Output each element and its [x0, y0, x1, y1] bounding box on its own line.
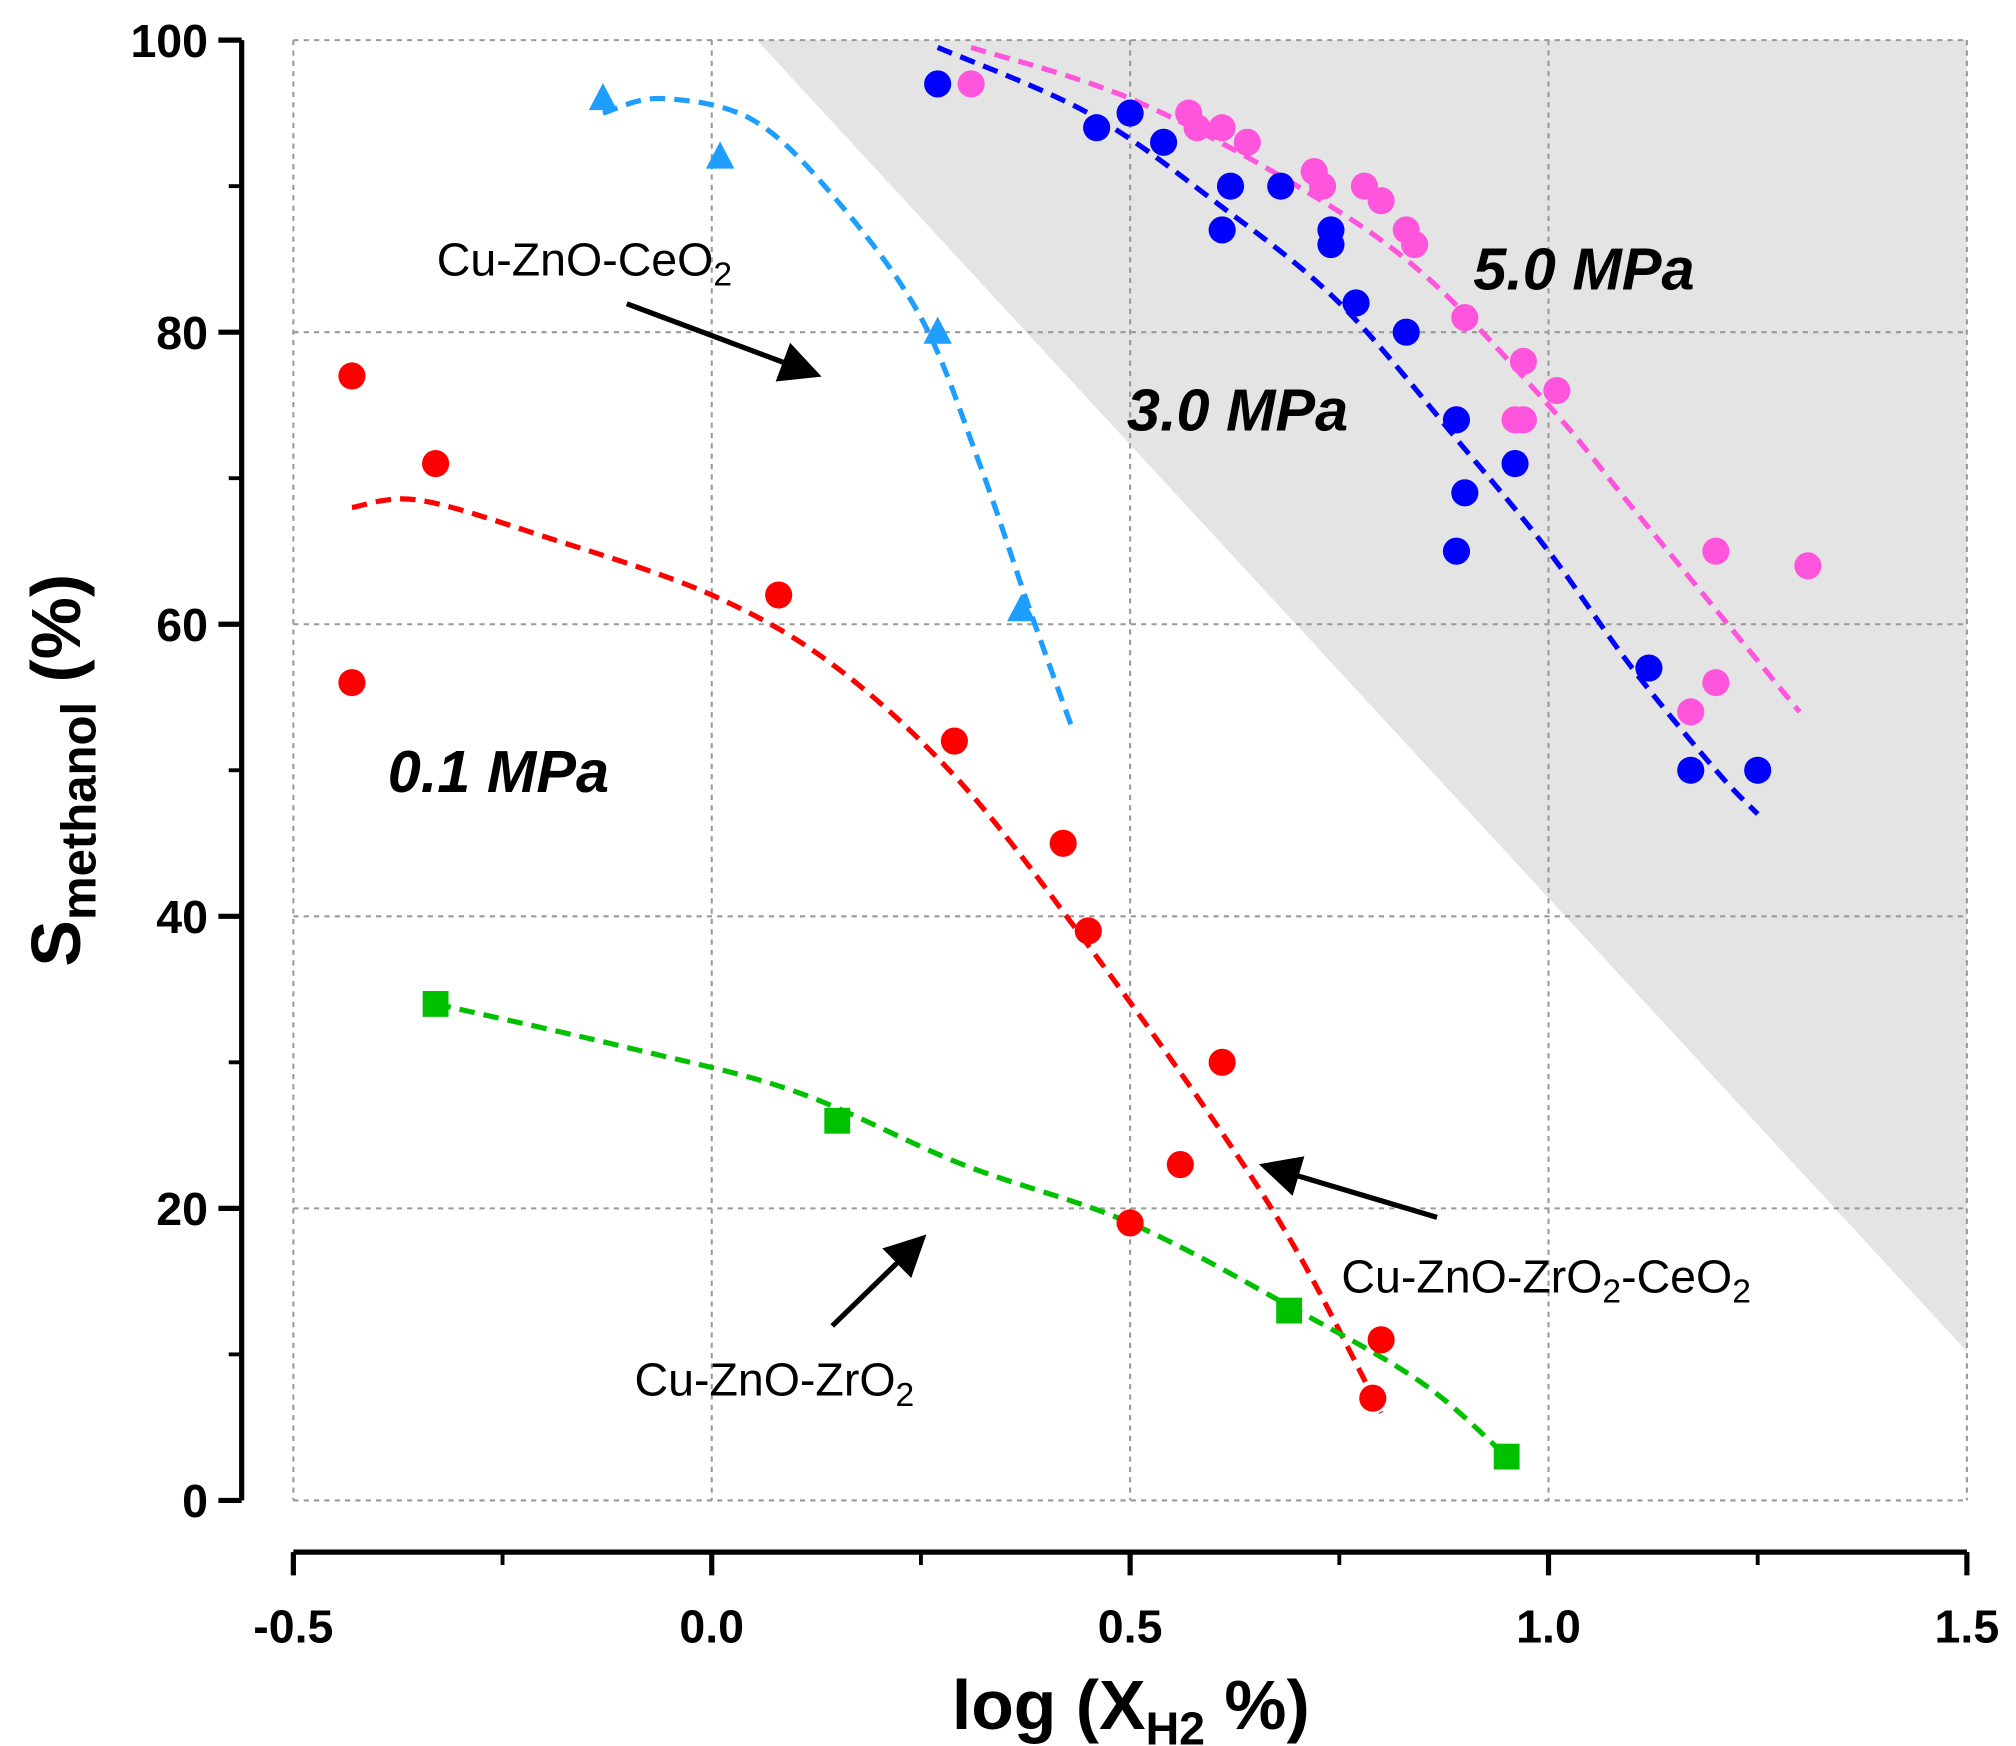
data-point-triangle: [588, 83, 618, 111]
fit-curve: [351, 496, 1384, 1414]
data-point-circle: [1216, 172, 1245, 200]
data-point-circle: [1309, 172, 1337, 200]
x-tick-label: 0.0: [679, 1601, 744, 1653]
data-point-circle: [1116, 1209, 1144, 1237]
annotation-cu-zno-zro2-ceo2: Cu-ZnO-ZrO2-CeO2: [1341, 1250, 1751, 1310]
data-point-circle: [940, 727, 968, 755]
data-point-triangle: [705, 141, 735, 169]
data-point-circle: [338, 362, 366, 390]
data-point-square: [824, 1107, 851, 1134]
data-point-circle: [1509, 406, 1537, 434]
y-tick-label: 60: [156, 599, 208, 651]
data-point-circle: [1401, 230, 1429, 259]
data-point-circle: [1367, 1326, 1395, 1354]
label-3.0-mpa: 3.0 MPa: [1127, 376, 1348, 443]
x-tick-label: 0.5: [1098, 1601, 1163, 1653]
data-point-circle: [1049, 829, 1077, 857]
x-axis-label: log (XH2 %): [952, 1666, 1310, 1746]
data-point-circle: [1359, 1384, 1387, 1412]
y-axis-label: Smethanol (%): [17, 574, 107, 967]
data-point-circle: [957, 70, 985, 98]
data-point-circle: [1702, 537, 1730, 565]
data-point-square: [1493, 1443, 1520, 1470]
data-point-circle: [924, 70, 952, 98]
data-point-circle: [1367, 187, 1395, 215]
y-tick-label: 20: [156, 1183, 208, 1235]
data-point-circle: [1074, 917, 1102, 945]
label-5.0-mpa: 5.0 MPa: [1473, 236, 1694, 303]
data-point-circle: [1166, 1150, 1194, 1179]
data-point-square: [1276, 1297, 1303, 1324]
y-tick-label: 40: [156, 891, 208, 943]
data-point-circle: [1442, 537, 1471, 565]
data-point-square: [422, 990, 449, 1017]
data-point-circle: [1702, 669, 1730, 697]
data-point-circle: [1342, 289, 1370, 317]
arrow-zro2: [830, 1234, 927, 1328]
x-tick-label: 1.5: [1935, 1601, 2000, 1653]
fit-curve: [602, 95, 1074, 728]
data-point-circle: [1543, 377, 1571, 405]
data-point-circle: [1392, 318, 1420, 346]
data-point-circle: [1116, 99, 1144, 127]
data-point-circle: [1509, 347, 1537, 375]
data-point-circle: [1083, 114, 1111, 142]
data-point-circle: [338, 669, 366, 697]
y-tick-label: 100: [130, 15, 208, 67]
fit-curve: [435, 1001, 1509, 1459]
data-point-circle: [1677, 756, 1705, 784]
x-tick-label: -0.5: [253, 1601, 333, 1653]
data-point-circle: [1317, 230, 1345, 259]
x-tick-label: 1.0: [1516, 1601, 1581, 1653]
data-point-circle: [1451, 303, 1479, 332]
y-tick-label: 0: [182, 1475, 208, 1527]
y-tick-label: 80: [156, 307, 208, 359]
axes: -0.5 0.0 0.5 1.0 1.5 0 20 40 60 80 100: [130, 15, 1999, 1653]
data-point-circle: [1635, 654, 1663, 682]
data-point-triangle: [1007, 594, 1036, 622]
data-point-circle: [1208, 216, 1236, 244]
data-point-circle: [1794, 552, 1822, 580]
data-points: [338, 70, 1822, 1470]
annotation-cu-zno-ceo2: Cu-ZnO-CeO2: [437, 233, 732, 293]
annotation-cu-zno-zro2: Cu-ZnO-ZrO2: [635, 1354, 915, 1414]
label-0.1-mpa: 0.1 MPa: [388, 738, 609, 805]
data-point-triangle: [923, 316, 952, 344]
data-point-circle: [1183, 114, 1211, 142]
data-point-circle: [1451, 479, 1479, 507]
data-point-circle: [765, 581, 793, 609]
data-point-circle: [422, 450, 450, 478]
data-point-circle: [1208, 114, 1236, 142]
data-point-circle: [1744, 756, 1772, 784]
fit-curve: [936, 45, 1760, 816]
data-point-circle: [1501, 450, 1529, 478]
data-point-circle: [1208, 1048, 1236, 1076]
data-point-circle: [1267, 172, 1295, 200]
data-point-circle: [1150, 128, 1178, 156]
data-point-circle: [1233, 128, 1261, 156]
annotations: Cu-ZnO-CeO2 Cu-ZnO-ZrO2 Cu-ZnO-ZrO2-CeO2…: [388, 233, 1751, 1414]
arrow-ceo2: [625, 301, 822, 382]
data-point-circle: [1442, 406, 1471, 434]
arrow-zro2-ceo2: [1258, 1156, 1438, 1220]
data-point-circle: [1677, 698, 1705, 726]
